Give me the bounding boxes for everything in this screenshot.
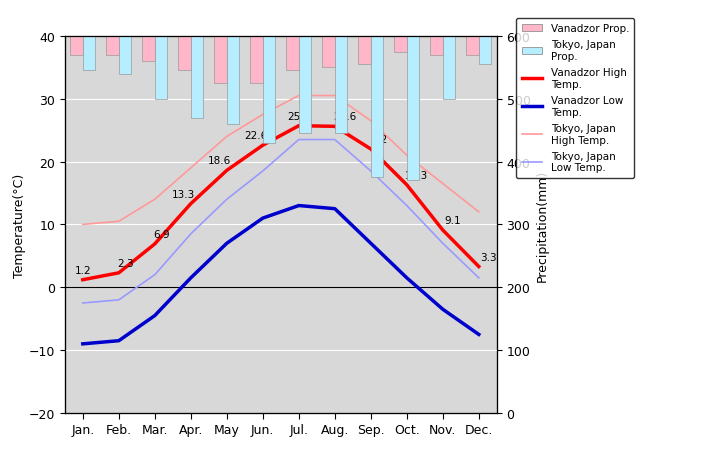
Bar (227, 37, 239, 124)
Bar (83, 37, 95, 71)
Text: 22.6: 22.6 (244, 131, 268, 141)
Bar (71, 37, 83, 56)
Bar (359, 37, 371, 65)
Y-axis label: Precipitation(mm): Precipitation(mm) (536, 169, 549, 281)
Bar (287, 37, 299, 71)
Text: 18.6: 18.6 (208, 156, 232, 166)
Bar (179, 37, 191, 71)
Bar (119, 37, 131, 74)
Bar (155, 37, 167, 100)
Bar (443, 37, 455, 100)
Bar (215, 37, 227, 84)
Bar (323, 37, 335, 68)
Text: 2.3: 2.3 (117, 258, 134, 268)
Bar (394, 37, 407, 52)
Text: 22: 22 (374, 135, 387, 145)
Text: 9.1: 9.1 (444, 216, 461, 226)
Bar (407, 37, 419, 181)
Bar (430, 37, 443, 56)
Text: 25.7: 25.7 (287, 112, 310, 122)
Bar (263, 37, 275, 143)
Bar (191, 37, 203, 118)
Bar (479, 37, 491, 65)
Bar (335, 37, 347, 134)
Bar (299, 37, 311, 134)
Bar (466, 37, 479, 56)
Bar (107, 37, 119, 56)
Text: 25.6: 25.6 (333, 112, 356, 122)
Bar (251, 37, 263, 84)
Text: 3.3: 3.3 (480, 252, 497, 262)
Text: 13.3: 13.3 (172, 189, 196, 199)
Bar (371, 37, 383, 178)
Text: 1.2: 1.2 (74, 265, 91, 275)
Y-axis label: Temperature(°C): Temperature(°C) (13, 173, 26, 277)
Bar (142, 37, 155, 62)
Text: 16.3: 16.3 (405, 170, 428, 180)
Text: 6.9: 6.9 (153, 230, 170, 240)
Legend: Vanadzor Prop., Tokyo, Japan
Prop., Vanadzor High
Temp., Vanadzor Low
Temp., Tok: Vanadzor Prop., Tokyo, Japan Prop., Vana… (516, 19, 634, 178)
